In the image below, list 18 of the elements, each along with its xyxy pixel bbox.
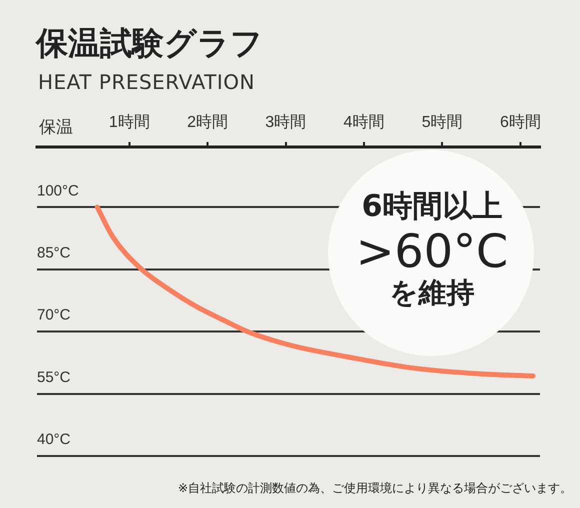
chart-title: 保温試験グラフ [36, 23, 263, 64]
x-tick-label: 4時間 [344, 112, 384, 131]
x-tick-label: 6時間 [500, 112, 541, 131]
text: ※自社試験の計測数値の為、ご使用環境により異なる場合がございます。 [178, 480, 572, 497]
y-tick-label: 70°C [37, 306, 71, 324]
x-tick-label: 5時間 [422, 112, 463, 131]
x-tick-label: 1時間 [108, 112, 150, 131]
chart-subtitle: HEAT PRESERVATION [38, 70, 255, 94]
y-axis-title: 保温 [39, 117, 73, 138]
y-tick-label: 85°C [37, 244, 71, 262]
annotation: >60°C [354, 224, 510, 278]
annotation: を維持 [388, 276, 476, 310]
annotation: 6時間以上 [360, 189, 504, 224]
y-tick-label: 100°C [37, 182, 80, 200]
x-tick-label: 2時間 [187, 112, 228, 131]
y-tick-label: 55°C [37, 368, 71, 386]
y-tick-label: 40°C [37, 431, 71, 448]
x-tick-label: 3時間 [265, 112, 306, 131]
